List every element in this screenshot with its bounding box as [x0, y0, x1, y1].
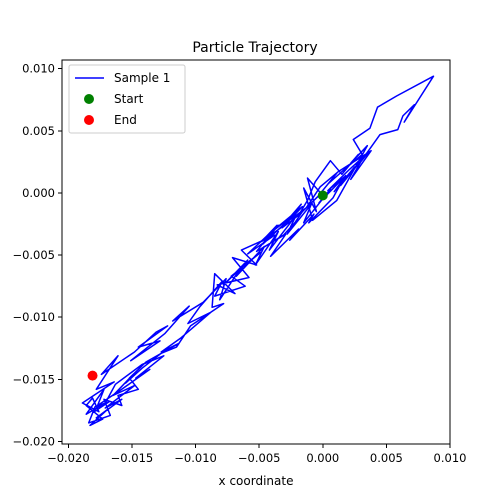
x-axis: −0.020 −0.015 −0.010 −0.005 0.000 0.005 0.010 — [47, 444, 466, 465]
x-tick-label: −0.020 — [47, 451, 90, 465]
legend-label-sample-1: Sample 1 — [114, 71, 170, 85]
y-tick-label: −0.015 — [12, 372, 55, 386]
y-tick-label: −0.005 — [12, 248, 55, 262]
chart-title: Particle Trajectory — [192, 40, 317, 56]
legend-swatch-end — [84, 115, 94, 125]
marker-layer — [87, 190, 328, 381]
x-tick-label: −0.010 — [174, 451, 217, 465]
series-layer — [81, 75, 435, 427]
x-tick-label: −0.015 — [111, 451, 154, 465]
end-marker — [87, 370, 98, 381]
legend-label-end: End — [114, 113, 137, 127]
x-tick-label: 0.000 — [306, 451, 339, 465]
y-tick-label: −0.020 — [12, 435, 55, 449]
legend-box — [68, 64, 186, 134]
series-line-1 — [81, 75, 435, 427]
x-axis-label: x coordinate — [219, 474, 294, 488]
y-tick-label: 0.010 — [22, 62, 55, 76]
y-tick-label: −0.010 — [12, 310, 55, 324]
x-tick-label: 0.010 — [434, 451, 467, 465]
plot-area — [61, 59, 451, 445]
start-marker — [317, 190, 328, 201]
x-tick-label: −0.005 — [238, 451, 281, 465]
y-axis: −0.020 −0.015 −0.010 −0.005 0.000 0.005 0.010 — [12, 62, 62, 449]
legend: Sample 1 Start End — [68, 64, 186, 134]
y-tick-label: 0.005 — [22, 124, 55, 138]
x-tick-label: 0.005 — [370, 451, 403, 465]
y-tick-label: 0.000 — [22, 186, 55, 200]
plot-frame — [61, 59, 451, 445]
legend-label-start: Start — [114, 92, 144, 106]
legend-swatch-start — [84, 94, 94, 104]
